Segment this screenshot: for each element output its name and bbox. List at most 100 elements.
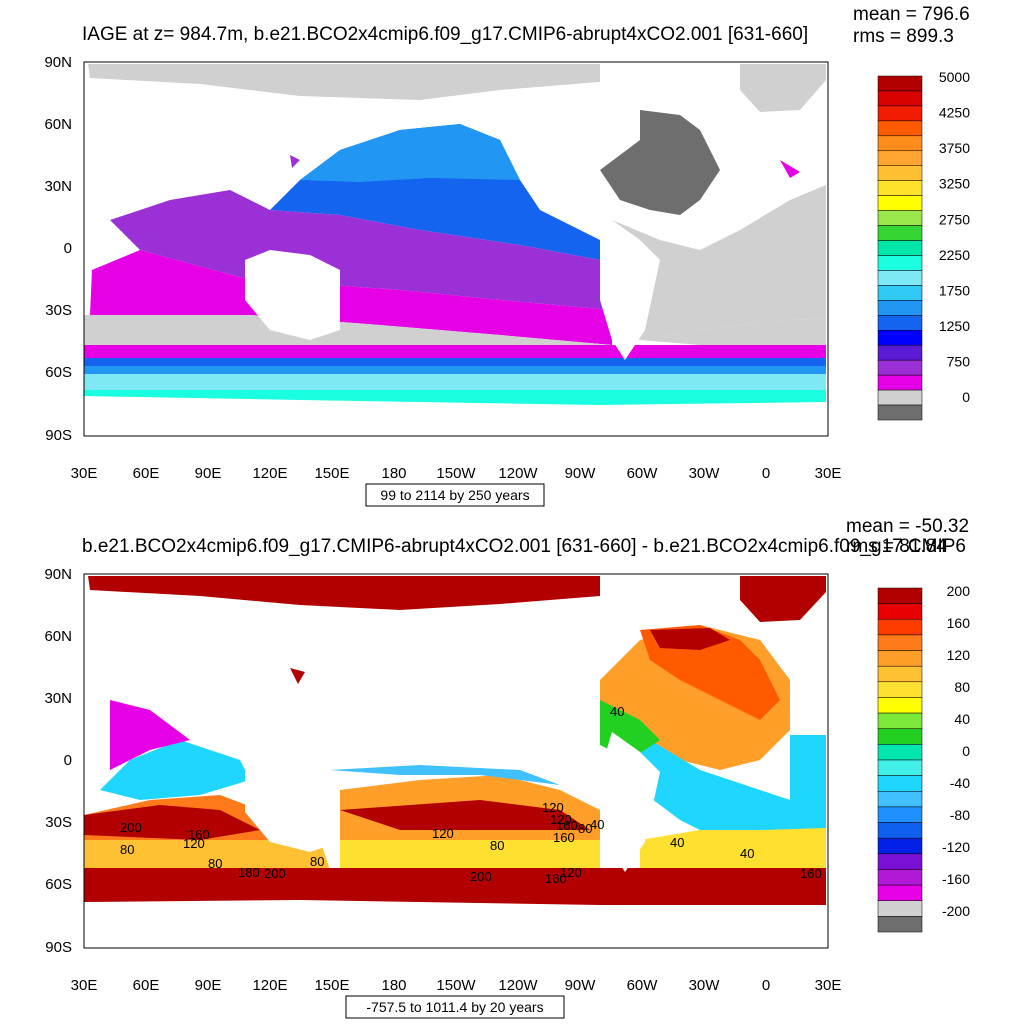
svg-text:60E: 60E [133, 465, 160, 482]
top-info-box-text: 99 to 2114 by 250 years [380, 487, 529, 503]
svg-text:120E: 120E [252, 977, 287, 994]
svg-text:90N: 90N [44, 54, 72, 71]
svg-text:120E: 120E [252, 465, 287, 482]
svg-text:90E: 90E [195, 465, 222, 482]
svg-text:60N: 60N [44, 628, 72, 645]
svg-text:30E: 30E [815, 465, 842, 482]
svg-text:30E: 30E [815, 977, 842, 994]
svg-text:90S: 90S [45, 939, 72, 956]
top-colorbar-label: 1250 [939, 318, 970, 334]
top-colorbar-label: 3250 [939, 176, 970, 192]
bottom-colorbar-label: -40 [950, 775, 970, 791]
svg-text:180: 180 [238, 865, 260, 880]
svg-text:0: 0 [762, 465, 770, 482]
bottom-colorbar-label: 160 [947, 615, 971, 631]
bottom-colorbar-swatch [877, 697, 923, 714]
top-colorbar-swatch [877, 270, 923, 286]
bottom-info-box-text: -757.5 to 1011.4 by 20 years [366, 999, 543, 1015]
bottom-colorbar-label: 0 [962, 743, 970, 759]
bottom-colorbar-swatch [877, 775, 923, 792]
top-colorbar-swatch [877, 255, 923, 271]
svg-text:40: 40 [670, 835, 684, 850]
svg-text:60S: 60S [45, 364, 72, 381]
bottom-colorbar-swatch [877, 806, 923, 823]
bottom-x-axis: 30E 60E 90E 120E 150E 180 150W 120W 90W … [71, 977, 842, 994]
top-y-axis: 90N 60N 30N 0 30S 60S 90S [44, 54, 72, 444]
top-colorbar-swatch [877, 150, 923, 166]
bottom-colorbar-swatch [877, 900, 923, 917]
svg-text:30E: 30E [71, 977, 98, 994]
top-colorbar-label: 4250 [939, 105, 970, 121]
svg-text:40: 40 [590, 817, 604, 832]
svg-text:150E: 150E [314, 465, 349, 482]
top-colorbar-swatch [877, 330, 923, 346]
top-colorbar-swatch [877, 344, 923, 361]
svg-text:160: 160 [800, 866, 822, 881]
svg-text:30N: 30N [44, 690, 72, 707]
svg-text:200: 200 [470, 869, 492, 884]
svg-text:120W: 120W [498, 465, 538, 482]
top-colorbar-swatch [877, 165, 923, 181]
svg-text:90N: 90N [44, 566, 72, 583]
svg-text:30W: 30W [689, 465, 721, 482]
bottom-colorbar-swatch [877, 884, 923, 901]
bottom-mean-label: mean = -50.32 [846, 516, 969, 537]
svg-text:90E: 90E [195, 977, 222, 994]
top-colorbar-label: 0 [962, 389, 970, 405]
top-panel-title: IAGE at z= 984.7m, b.e21.BCO2x4cmip6.f09… [82, 24, 808, 45]
svg-text:0: 0 [64, 752, 72, 769]
bottom-colorbar-swatch [877, 619, 923, 636]
top-colorbar-swatch [877, 180, 923, 196]
svg-text:30N: 30N [44, 178, 72, 195]
top-colorbar: 5000 4250 3750 3250 2750 2250 1750 1250 750 0 [877, 69, 970, 421]
top-colorbar-label: 5000 [939, 69, 970, 85]
bottom-colorbar-label: -200 [942, 903, 970, 919]
bottom-colorbar-swatch [877, 869, 923, 886]
bottom-contour-labels: 200 160 120 80 80 180 200 120 80 80 200 … [120, 704, 822, 886]
top-map [83, 61, 829, 437]
bottom-colorbar-swatch [877, 712, 923, 729]
svg-text:0: 0 [762, 977, 770, 994]
top-colorbar-swatch [877, 90, 923, 107]
bottom-colorbar-swatch [877, 681, 923, 698]
svg-text:60W: 60W [627, 977, 659, 994]
top-colorbar-swatch [877, 105, 923, 122]
top-colorbar-swatch [877, 75, 923, 92]
svg-text:180: 180 [381, 465, 406, 482]
top-colorbar-swatch [877, 225, 923, 241]
svg-text:150W: 150W [436, 465, 476, 482]
svg-text:30W: 30W [689, 977, 721, 994]
bottom-info-box [345, 995, 565, 1019]
svg-text:160: 160 [553, 830, 575, 845]
bottom-colorbar-label: 120 [947, 647, 971, 663]
svg-text:180: 180 [381, 977, 406, 994]
bottom-colorbar-swatch [877, 665, 923, 683]
bottom-panel-title: b.e21.BCO2x4cmip6.f09_g17.CMIP6-abrupt4x… [82, 536, 966, 557]
svg-text:40: 40 [610, 704, 624, 719]
top-colorbar-swatch [877, 315, 923, 331]
svg-text:80: 80 [310, 854, 324, 869]
svg-text:150W: 150W [436, 977, 476, 994]
bottom-colorbar-swatch [877, 759, 923, 776]
svg-text:80: 80 [490, 838, 504, 853]
top-colorbar-swatch [877, 195, 923, 211]
svg-text:30S: 30S [45, 302, 72, 319]
top-colorbar-swatch [877, 135, 923, 152]
bottom-colorbar: 200 160 120 80 40 0 -40 -80 -120 -160 -200 [877, 583, 971, 933]
bottom-colorbar-swatch [877, 744, 923, 761]
svg-text:160: 160 [545, 871, 567, 886]
bottom-colorbar-swatch [877, 853, 923, 870]
bottom-colorbar-label: -80 [950, 807, 970, 823]
top-colorbar-swatch [877, 240, 923, 256]
top-info-box [365, 483, 545, 507]
svg-text:200: 200 [264, 866, 286, 881]
bottom-colorbar-swatch [877, 916, 923, 933]
bottom-colorbar-swatch [877, 650, 923, 667]
svg-text:160: 160 [188, 827, 210, 842]
bottom-colorbar-label: -120 [942, 839, 970, 855]
svg-text:120: 120 [542, 800, 564, 815]
top-colorbar-label: 2250 [939, 247, 970, 263]
svg-text:160: 160 [556, 818, 578, 833]
bottom-colorbar-swatch [877, 728, 923, 745]
